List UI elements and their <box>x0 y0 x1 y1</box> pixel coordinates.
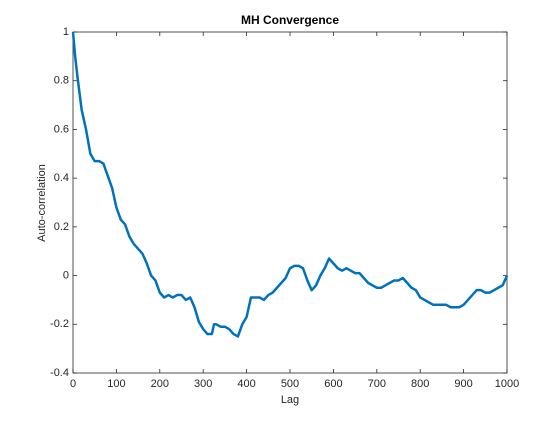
y-tick-label: 0 <box>63 269 69 281</box>
x-axis-label: Lag <box>281 394 299 406</box>
axes-box <box>72 31 508 374</box>
y-tick-label: 0.8 <box>54 75 69 87</box>
x-tick-label: 200 <box>151 378 169 390</box>
y-tick-label: 0.2 <box>54 221 69 233</box>
x-tick-label: 0 <box>70 378 76 390</box>
x-tick-label: 800 <box>411 378 429 390</box>
y-tick-label: 0.6 <box>54 123 69 135</box>
x-tick-label: 100 <box>107 378 125 390</box>
y-tick-label: -0.4 <box>50 367 69 379</box>
x-tick-label: 700 <box>368 378 386 390</box>
x-tick-label: 400 <box>237 378 255 390</box>
x-tick-label: 1000 <box>495 378 519 390</box>
data-line <box>71 31 509 338</box>
y-tick-label: -0.2 <box>50 318 69 330</box>
x-tick-label: 300 <box>194 378 212 390</box>
x-tick-label: 500 <box>281 378 299 390</box>
x-tick-label: 600 <box>324 378 342 390</box>
chart-title: MH Convergence <box>241 13 339 27</box>
x-tick-label: 900 <box>454 378 472 390</box>
y-axis-label: Auto-correlation <box>36 164 48 242</box>
y-tick-label: 1 <box>63 26 69 38</box>
y-tick-label: 0.4 <box>54 172 69 184</box>
